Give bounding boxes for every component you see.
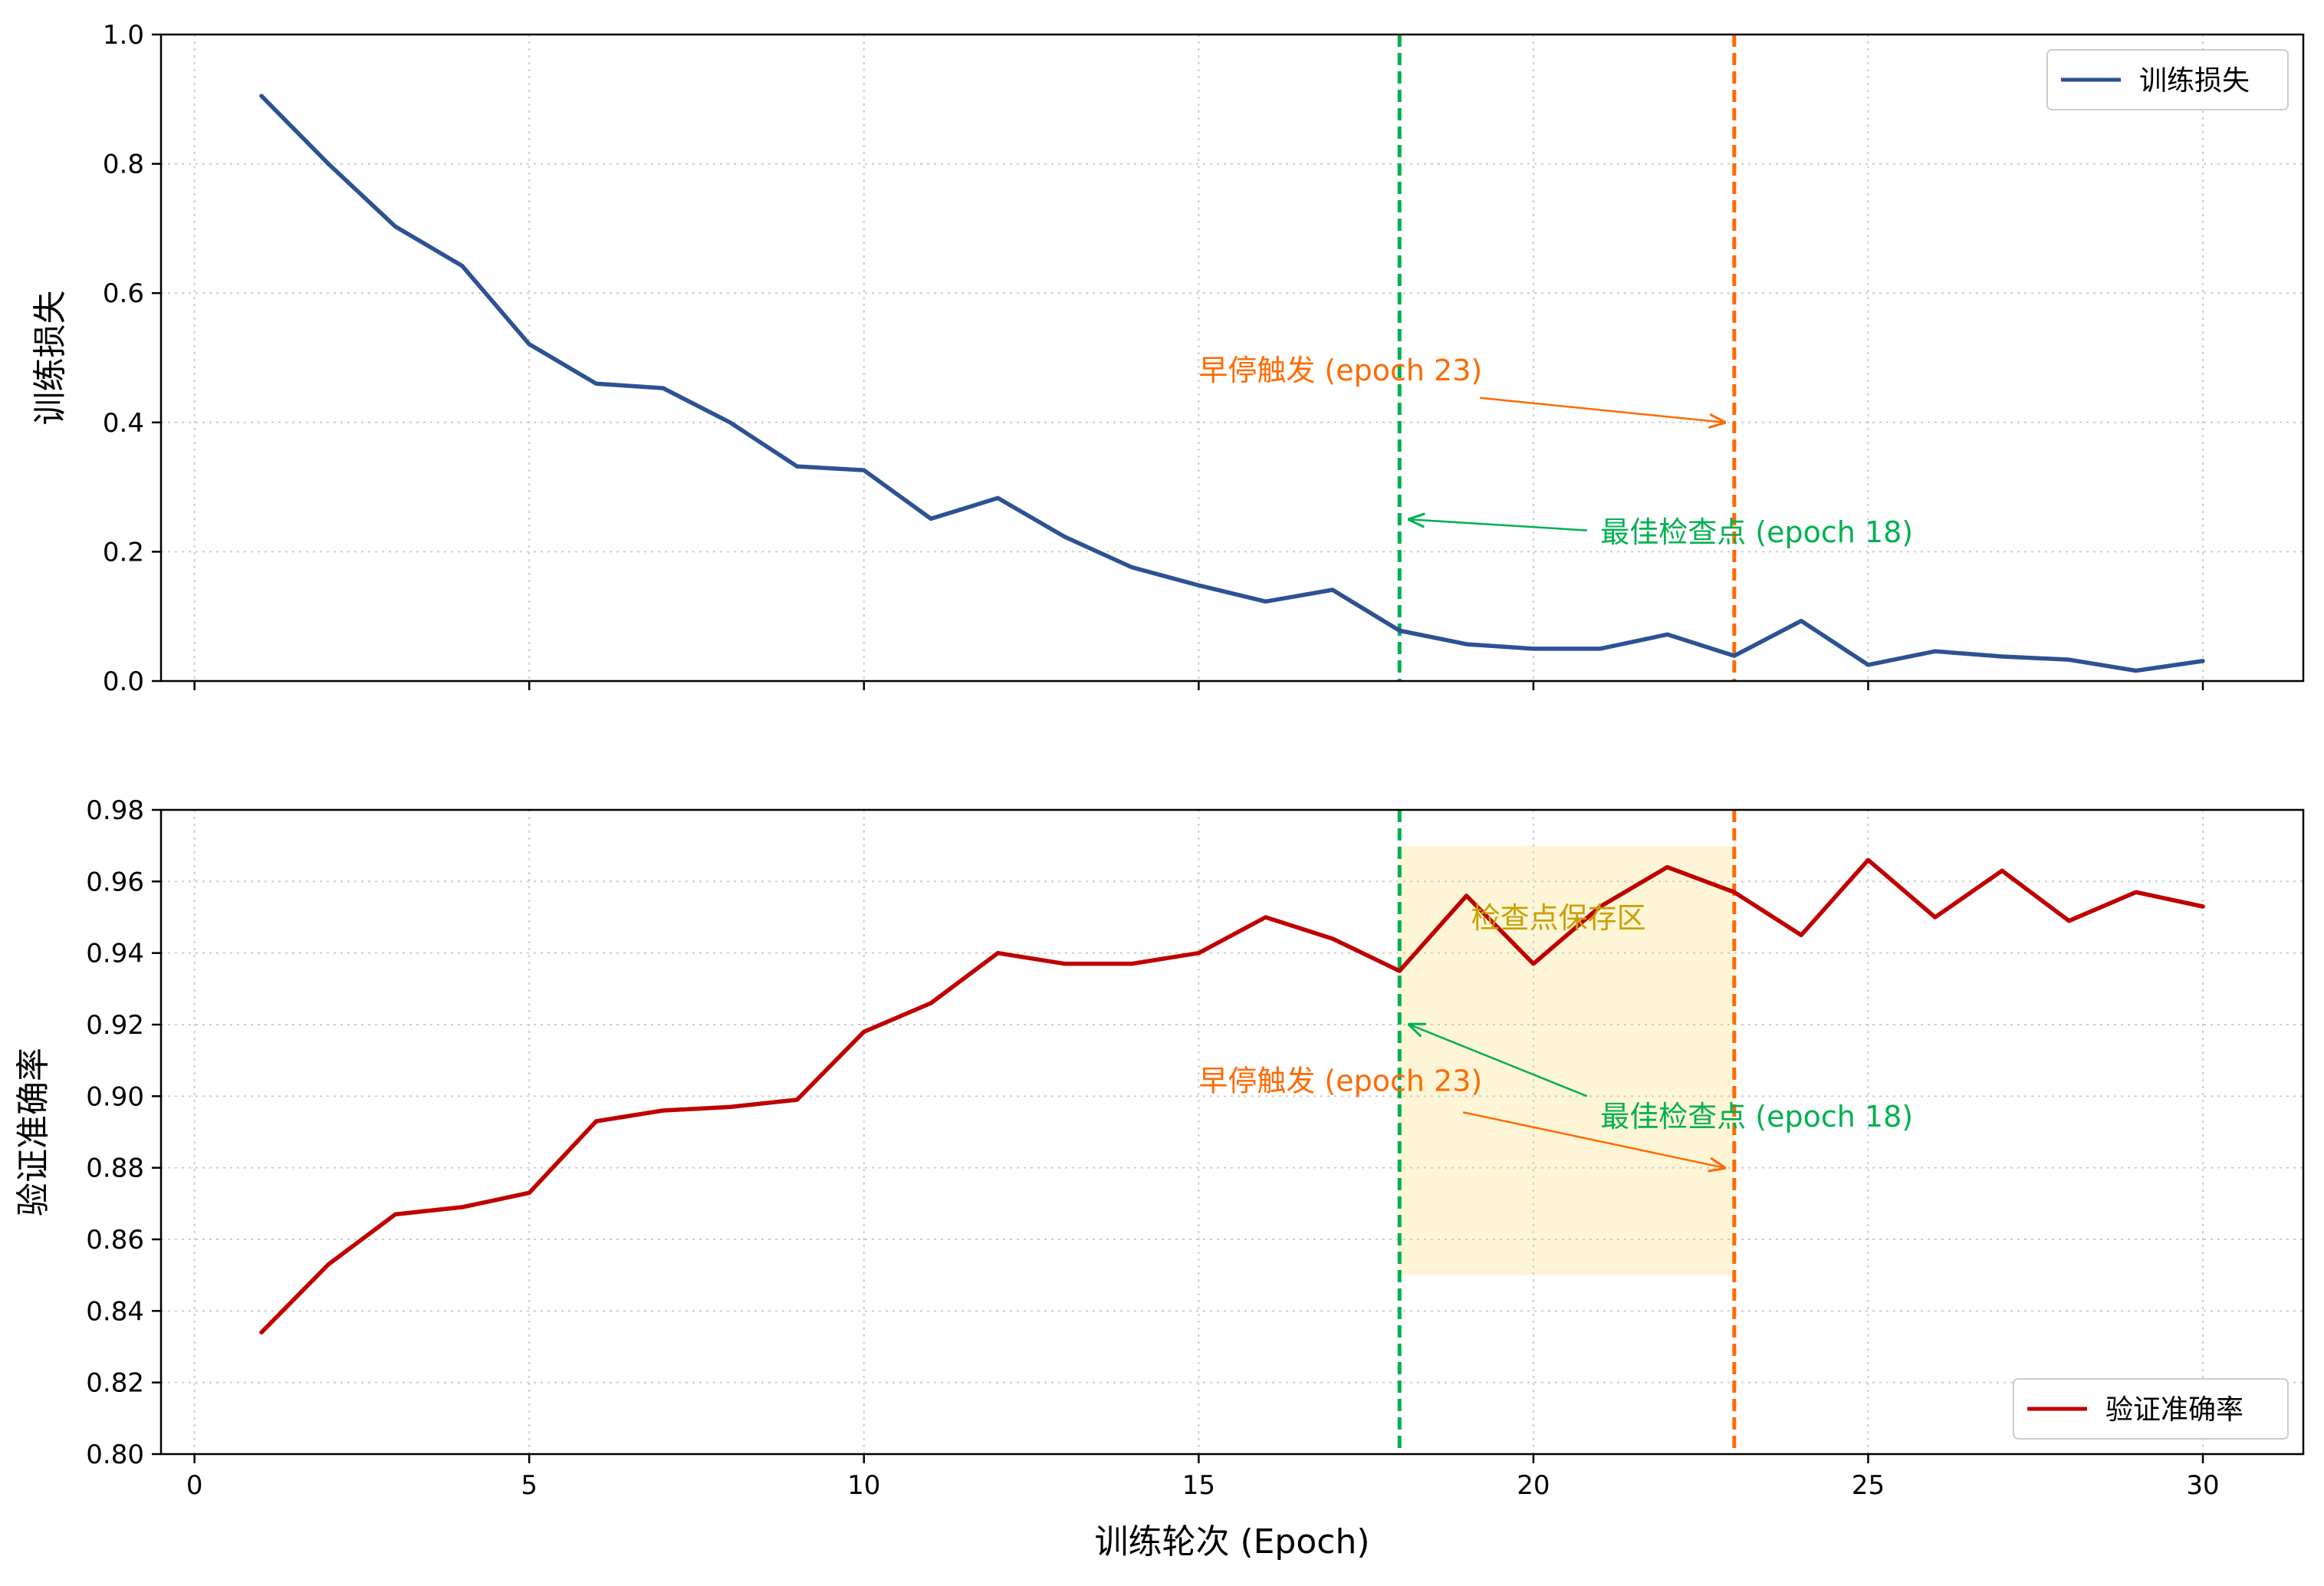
accuracy-y-tick-label: 0.98 (86, 795, 144, 826)
x-axis-label: 训练轮次 (Epoch) (1094, 1522, 1369, 1561)
loss-axes-frame (159, 33, 2305, 683)
accuracy-annotation-label: 早停触发 (epoch 23) (1198, 1064, 1482, 1097)
accuracy-annotation-arrow (1409, 1025, 1588, 1097)
loss-y-tick-label: 1.0 (103, 20, 144, 51)
accuracy-series-layer (259, 857, 2205, 1335)
loss-series-line (259, 94, 2205, 673)
accuracy-legend-label: 验证准确率 (2105, 1394, 2243, 1426)
x-tick-label: 15 (1182, 1470, 1215, 1501)
x-tick-label: 0 (186, 1470, 203, 1501)
accuracy-axes-frame (159, 808, 2305, 1456)
accuracy-annotation-label: 最佳检查点 (epoch 18) (1600, 1100, 1913, 1134)
accuracy-y-tick-label: 0.94 (86, 939, 144, 969)
accuracy-y-tick-label: 0.84 (86, 1296, 144, 1327)
accuracy-y-tick-label: 0.88 (86, 1153, 144, 1184)
loss-y-tick-label: 0.6 (103, 278, 144, 309)
x-tick-label: 25 (1852, 1470, 1885, 1501)
loss-y-tick-label: 0.2 (103, 537, 144, 568)
x-tick-label: 5 (521, 1470, 537, 1501)
loss-annotation-label: 最佳检查点 (epoch 18) (1600, 515, 1913, 549)
loss-annotation-arrow (1409, 519, 1587, 531)
loss-y-tick-label: 0.4 (103, 408, 144, 439)
x-tick-label: 10 (847, 1470, 880, 1501)
checkpoint-save-region-label: 检查点保存区 (1471, 901, 1646, 935)
loss-vlines (1397, 35, 1737, 681)
accuracy-region-layer (1399, 845, 1734, 1275)
accuracy-vlines (1397, 810, 1737, 1454)
accuracy-series-line (259, 857, 2205, 1335)
x-tick-label: 20 (1517, 1470, 1550, 1501)
loss-series-layer (259, 94, 2205, 673)
accuracy-annotation-arrow (1462, 1111, 1724, 1167)
checkpoint-save-region (1399, 845, 1734, 1275)
loss-annotations: 早停触发 (epoch 23) 最佳检查点 (epoch 18) (1198, 354, 1913, 549)
loss-y-tick-label: 0.8 (103, 150, 144, 180)
accuracy-legend-box (2013, 1378, 2289, 1440)
accuracy-y-tick-label: 0.82 (86, 1368, 144, 1399)
loss-legend-label: 训练损失 (2139, 65, 2250, 97)
accuracy-y-tick-label: 0.86 (86, 1225, 144, 1255)
loss-ticks: 0.0 0.2 0.4 0.6 0.8 1.0 (103, 20, 2204, 697)
accuracy-y-tick-label: 0.92 (86, 1010, 144, 1041)
loss-annotation-arrow (1479, 396, 1724, 423)
accuracy-y-tick-label: 0.80 (86, 1440, 144, 1470)
loss-annotation-label: 早停触发 (epoch 23) (1198, 354, 1482, 387)
loss-panel: 早停触发 (epoch 23)最佳检查点 (epoch 18) 0.00.20.… (31, 20, 2305, 697)
loss-y-axis-label: 训练损失 (31, 291, 70, 426)
loss-y-tick-label: 0.0 (103, 666, 144, 697)
accuracy-y-tick-label: 0.90 (86, 1081, 144, 1112)
accuracy-y-axis-label: 验证准确率 (14, 1048, 53, 1216)
loss-legend-box (2046, 49, 2289, 110)
loss-legend: 训练损失 (2046, 49, 2289, 110)
accuracy-ticks: 0 5 10 15 20 25 30 0.80 0.82 0.84 0.86 0.88 0.90 0.92… (86, 795, 2219, 1501)
x-tick-label: 30 (2186, 1470, 2219, 1501)
accuracy-legend: 验证准确率 (2013, 1378, 2289, 1440)
accuracy-y-tick-label: 0.96 (86, 867, 144, 897)
